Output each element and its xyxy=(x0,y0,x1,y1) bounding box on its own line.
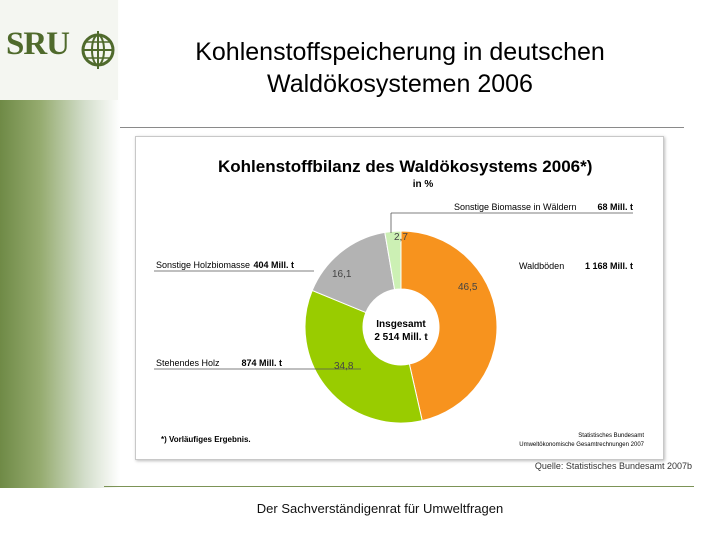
callout-amount-stehendes-holz: 874 Mill. t xyxy=(241,358,282,368)
donut-chart: Kohlenstoffbilanz des Waldökosystems 200… xyxy=(154,157,645,448)
globe-icon xyxy=(81,31,115,69)
slide-title-line2: Waldökosystemen 2006 xyxy=(267,70,533,98)
callout-amount-waldb-den: 1 168 Mill. t xyxy=(585,261,633,271)
chart-title: Kohlenstoffbilanz des Waldökosystems 200… xyxy=(218,157,592,176)
logo-text: SRU xyxy=(6,26,70,62)
chart-subtitle: in % xyxy=(413,179,434,190)
value-label-sonstige-holzbiomasse: 16,1 xyxy=(332,269,352,280)
callout-label-stehendes-holz: Stehendes Holz xyxy=(156,358,220,368)
callout-label-sonstige-holzbiomasse: Sonstige Holzbiomasse xyxy=(156,260,250,270)
credit-line1: Statistisches Bundesamt xyxy=(578,433,644,439)
slices-group: 46,5 34,8 16,1 2,7 xyxy=(304,230,498,424)
center-label-line2: 2 514 Mill. t xyxy=(374,332,428,343)
slide-title: Kohlenstoffspeicherung in deutschen Wald… xyxy=(130,36,670,100)
callout-label-waldb-den: Waldböden xyxy=(519,261,564,271)
callout-amount-sonstige-biomasse-in-w-ldern: 68 Mill. t xyxy=(597,202,633,212)
leader-lines: Waldböden 1 168 Mill. t Stehendes Holz 874 … xyxy=(154,202,633,370)
slice-sonstige-biomasse-in-w-ldern xyxy=(384,230,402,291)
callout-label-sonstige-biomasse-in-w-ldern: Sonstige Biomasse in Wäldern xyxy=(454,202,577,212)
chart-footnote: *) Vorläufiges Ergebnis. xyxy=(161,435,251,444)
value-label-waldb-den: 46,5 xyxy=(458,282,478,293)
credit-line2: Umweltökonomische Gesamtrechnungen 2007 xyxy=(519,442,644,448)
source-note: Quelle: Statistisches Bundesamt 2007b xyxy=(534,461,692,471)
slide-title-line1: Kohlenstoffspeicherung in deutschen xyxy=(195,38,605,66)
chart-panel: Kohlenstoffbilanz des Waldökosystems 200… xyxy=(135,136,664,460)
sru-logo: SRU xyxy=(0,0,118,100)
footer-text: Der Sachverständigenrat für Umweltfragen xyxy=(256,501,504,516)
slice-stehendes-holz xyxy=(304,289,423,424)
title-divider xyxy=(120,127,684,128)
center-label-line1: Insgesamt xyxy=(376,319,426,330)
value-label-sonstige-biomasse-in-w-ldern: 2,7 xyxy=(394,232,408,243)
slice-waldb-den xyxy=(400,230,498,422)
value-label-stehendes-holz: 34,8 xyxy=(334,361,354,372)
footer-divider xyxy=(104,486,694,487)
callout-amount-sonstige-holzbiomasse: 404 Mill. t xyxy=(253,260,294,270)
